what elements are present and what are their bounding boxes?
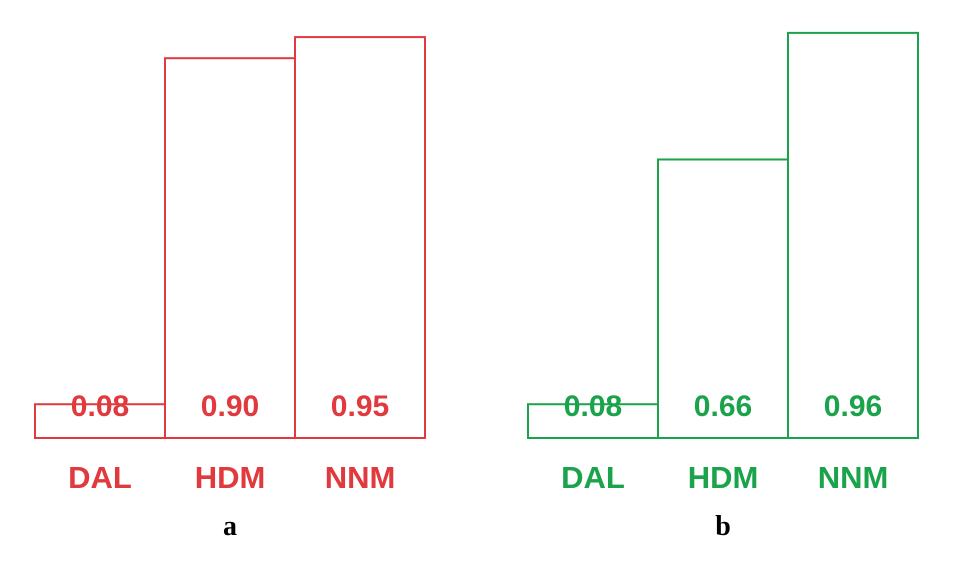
category-label-a-dal: DAL [68,460,132,495]
value-label-b-nnm: 0.96 [824,390,882,423]
bar-b-nnm [787,31,919,439]
category-label-a-hdm: HDM [195,460,266,495]
panel-label-a: a [223,511,237,542]
category-label-b-nnm: NNM [818,460,889,495]
value-label-a-nnm: 0.95 [331,390,389,423]
bar-a-hdm [164,57,296,439]
bar-a-nnm [294,36,426,439]
value-label-b-dal: 0.08 [564,390,622,423]
category-label-b-hdm: HDM [688,460,759,495]
chart-panel-b: 0.08 DAL 0.66 HDM 0.96 NNM b [527,31,919,542]
value-label-a-hdm: 0.90 [201,390,259,423]
chart-panel-a: 0.08 DAL 0.90 HDM 0.95 NNM a [34,36,426,542]
value-label-a-dal: 0.08 [71,390,129,423]
category-label-b-dal: DAL [561,460,625,495]
category-label-a-nnm: NNM [325,460,396,495]
value-label-b-hdm: 0.66 [694,390,752,423]
panel-label-b: b [715,511,731,542]
